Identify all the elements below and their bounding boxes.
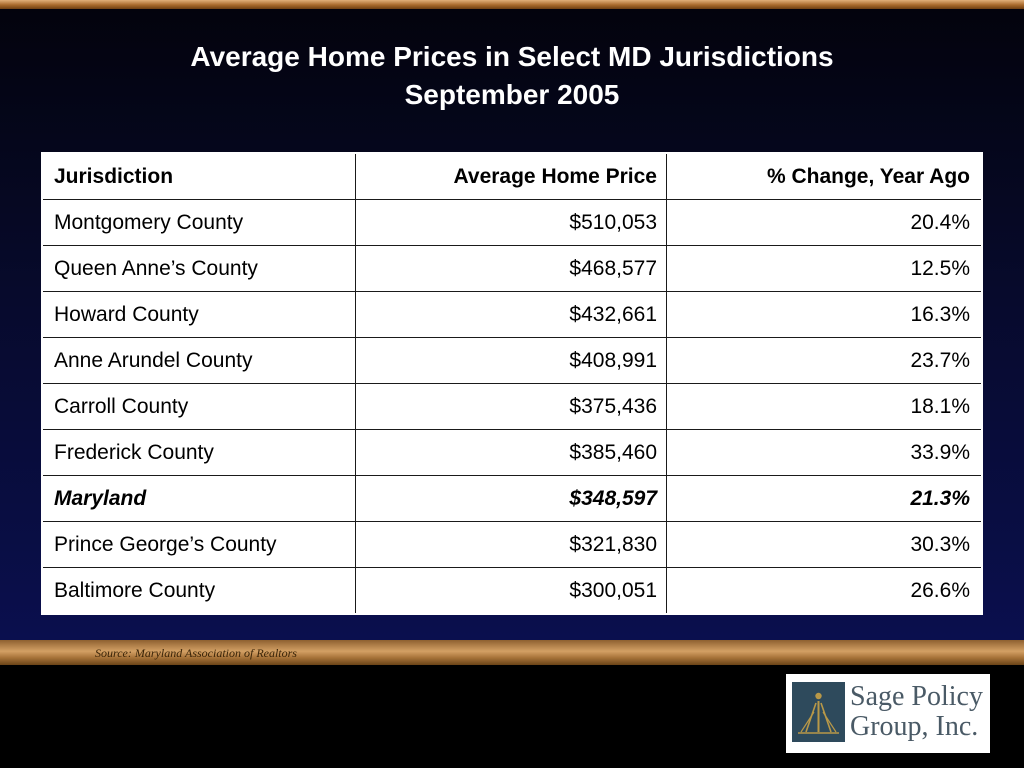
header-average-home-price: Average Home Price [355,152,667,200]
cell-change: 12.5% [666,245,983,292]
cell-change: 30.3% [666,521,983,568]
sage-logo-icon [792,682,845,742]
cell-change: 18.1% [666,383,983,430]
cell-change: 16.3% [666,291,983,338]
table-row-highlight-maryland: Maryland $348,597 21.3% [41,475,983,522]
logo-text-line-1: Sage Policy [850,681,983,712]
slide-title-line-2: September 2005 [404,79,620,110]
source-note: Source: Maryland Association of Realtors [95,646,297,660]
home-prices-table: Jurisdiction Average Home Price % Change… [41,152,983,615]
cell-price: $408,991 [355,337,667,384]
cell-jurisdiction: Baltimore County [41,567,356,615]
logo-wordmark: Sage Policy Group, Inc. [850,682,983,742]
table-row: Frederick County $385,460 33.9% [41,429,983,476]
cell-change: 23.7% [666,337,983,384]
table-row: Baltimore County $300,051 26.6% [41,567,983,615]
table-row: Prince George’s County $321,830 30.3% [41,521,983,568]
top-accent-bar [0,0,1024,9]
table-row: Montgomery County $510,053 20.4% [41,199,983,246]
table-row: Queen Anne’s County $468,577 12.5% [41,245,983,292]
cell-jurisdiction: Anne Arundel County [41,337,356,384]
header-jurisdiction: Jurisdiction [41,152,356,200]
cell-price: $300,051 [355,567,667,615]
cell-jurisdiction: Prince George’s County [41,521,356,568]
cell-jurisdiction: Howard County [41,291,356,338]
cell-jurisdiction: Maryland [41,475,356,522]
table-header-row: Jurisdiction Average Home Price % Change… [41,152,983,200]
cell-price: $375,436 [355,383,667,430]
table-row: Howard County $432,661 16.3% [41,291,983,338]
cell-jurisdiction: Queen Anne’s County [41,245,356,292]
header-percent-change: % Change, Year Ago [666,152,983,200]
cell-jurisdiction: Frederick County [41,429,356,476]
company-logo: Sage Policy Group, Inc. [786,674,990,753]
cell-price: $348,597 [355,475,667,522]
slide-title: Average Home Prices in Select MD Jurisdi… [0,38,1024,114]
table-row: Carroll County $375,436 18.1% [41,383,983,430]
cell-change: 21.3% [666,475,983,522]
cell-price: $510,053 [355,199,667,246]
cell-jurisdiction: Carroll County [41,383,356,430]
cell-price: $432,661 [355,291,667,338]
cell-price: $321,830 [355,521,667,568]
cell-change: 33.9% [666,429,983,476]
table-row: Anne Arundel County $408,991 23.7% [41,337,983,384]
bottom-accent-bar [0,640,1024,665]
cell-jurisdiction: Montgomery County [41,199,356,246]
cell-change: 20.4% [666,199,983,246]
cell-price: $385,460 [355,429,667,476]
cell-change: 26.6% [666,567,983,615]
slide-title-line-1: Average Home Prices in Select MD Jurisdi… [190,41,834,72]
logo-text-line-2: Group, Inc. [850,711,979,742]
cell-price: $468,577 [355,245,667,292]
